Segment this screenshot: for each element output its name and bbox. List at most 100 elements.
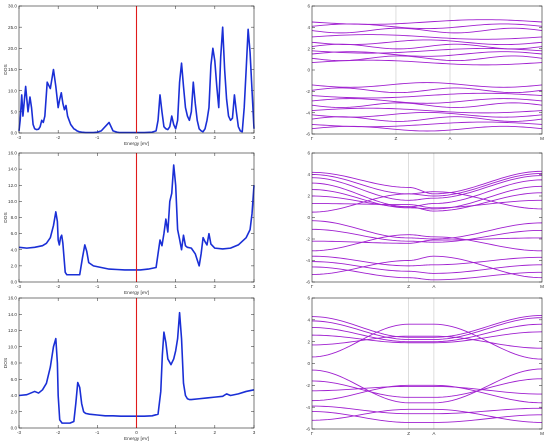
y-tick-label: 0	[307, 361, 310, 366]
plot-frame	[311, 152, 543, 283]
y-tick-label: 8.0	[11, 361, 18, 366]
x-tick-label: -2	[56, 430, 61, 435]
k-point-label: Γ	[311, 136, 314, 141]
band-line	[311, 255, 543, 279]
band-line	[311, 261, 543, 274]
band-line	[311, 220, 543, 240]
x-tick-label: 1	[174, 284, 177, 289]
y-tick-label: -4	[306, 110, 311, 115]
band-line	[311, 185, 543, 210]
band-line	[311, 323, 543, 360]
x-tick-label: -3	[17, 430, 22, 435]
k-point-label: Z	[395, 136, 398, 141]
y-tick-label: 4.0	[11, 393, 18, 398]
y-axis-label: DOS	[3, 64, 9, 74]
dos-chart-bottom: 0.0 2.0 4.0 6.0 8.0 10.0 12.0 14.0 16.0 -3 -2 -1 0 1 2…	[3, 296, 256, 442]
y-tick-label: -2	[306, 237, 311, 242]
y-tick-label: 6.0	[11, 231, 18, 236]
band-line	[311, 87, 543, 94]
band-line	[311, 47, 543, 54]
plot-frame	[18, 5, 255, 134]
band-structure-top: -6 -4 -2 0 2 4 6 Γ Z A M	[306, 4, 544, 141]
band-line	[311, 98, 543, 104]
y-tick-label: 6.0	[11, 377, 18, 382]
k-point-label: M	[540, 136, 544, 141]
y-tick-label: -2	[306, 89, 311, 94]
y-tick-label: 0	[307, 215, 310, 220]
band-line	[311, 27, 543, 34]
band-line	[311, 23, 543, 30]
x-tick-label: 0	[135, 284, 138, 289]
y-tick-label: 4	[307, 317, 310, 322]
band-line	[311, 107, 543, 114]
dos-curve	[18, 26, 255, 134]
x-axis-label: Energy [eV]	[124, 141, 149, 147]
y-tick-label: 2	[307, 194, 310, 199]
k-point-label: A	[432, 284, 436, 289]
x-tick-label: 3	[253, 135, 256, 140]
x-tick-label: 0	[135, 430, 138, 435]
band-line	[311, 411, 543, 423]
y-tick-label: 12.0	[8, 183, 17, 188]
y-tick-label: 6	[307, 151, 310, 156]
x-tick-label: 1	[174, 430, 177, 435]
y-tick-label: 0.0	[11, 131, 18, 136]
band-line	[311, 59, 543, 66]
y-tick-label: 5.0	[11, 109, 18, 114]
dos-curve	[18, 164, 255, 276]
band-line	[311, 317, 543, 340]
y-tick-label: 2	[307, 46, 310, 51]
band-line	[311, 385, 543, 395]
k-point-label: Z	[407, 431, 410, 436]
y-tick-label: 16.0	[8, 151, 17, 156]
dos-chart-middle: 0.0 2.0 4.0 6.0 8.0 10.0 12.0 14.0 16.0 -3 -2 -1 0 1 2…	[3, 151, 256, 296]
band-line	[311, 266, 543, 281]
band-line	[311, 175, 543, 201]
band-line	[311, 170, 543, 195]
y-tick-label: 14.0	[8, 312, 17, 317]
y-tick-label: 16.0	[8, 296, 17, 301]
y-axis-label: DOS	[3, 212, 9, 222]
band-line	[311, 368, 543, 404]
band-line	[311, 179, 543, 208]
band-line	[311, 255, 543, 267]
y-tick-label: 14.0	[8, 167, 17, 172]
x-tick-label: 1	[174, 135, 177, 140]
y-tick-label: 25.0	[8, 25, 17, 30]
x-axis-label: Energy [eV]	[124, 290, 149, 296]
y-tick-label: -6	[306, 132, 311, 137]
x-tick-label: -3	[17, 284, 22, 289]
band-line	[311, 237, 542, 244]
x-tick-label: -1	[95, 430, 100, 435]
y-tick-label: 0	[307, 68, 310, 73]
plot-frame	[18, 152, 255, 283]
dos-chart-top: 0.0 5.0 10.0 15.0 20.0 25.0 30.0 -3 -2 -1 0 1 2 3 Ener…	[3, 4, 256, 147]
band-line	[311, 405, 543, 415]
k-point-label: M	[540, 284, 544, 289]
band-structure-middle: -6 -4 -2 0 2 4 6 Γ Z A M	[306, 151, 544, 289]
x-tick-label: -3	[17, 135, 22, 140]
band-line	[312, 199, 543, 209]
y-tick-label: 0.0	[11, 426, 18, 431]
y-tick-label: -4	[306, 258, 311, 263]
y-tick-label: 20.0	[8, 46, 17, 51]
band-line	[311, 323, 543, 343]
x-tick-label: -2	[56, 284, 61, 289]
band-structure-bottom: -6 -4 -2 0 2 4 6 Γ Z A M	[306, 296, 544, 436]
band-line	[311, 51, 543, 57]
x-tick-label: 3	[253, 284, 256, 289]
y-tick-label: 10.0	[8, 88, 17, 93]
band-line	[311, 234, 543, 252]
band-line	[311, 384, 543, 404]
band-line	[311, 125, 543, 132]
x-tick-label: -2	[56, 135, 61, 140]
y-tick-label: 10.0	[8, 199, 17, 204]
x-tick-label: 3	[253, 430, 256, 435]
x-axis-label: Energy [eV]	[124, 436, 149, 442]
band-line	[311, 408, 543, 423]
plot-frame	[311, 297, 543, 430]
y-tick-label: 6	[307, 296, 310, 301]
k-point-label: Z	[407, 284, 410, 289]
band-line	[311, 335, 543, 349]
